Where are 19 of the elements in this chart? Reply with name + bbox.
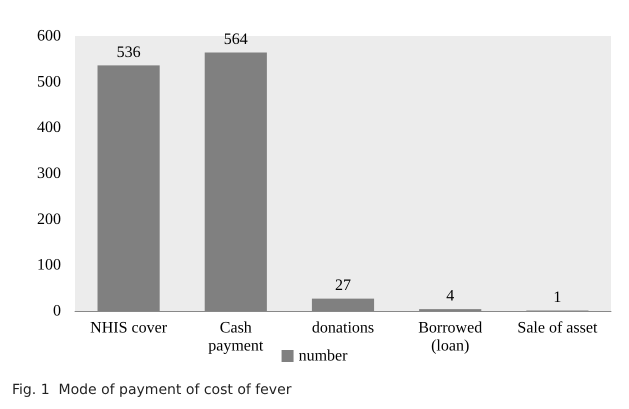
legend-label: number [298,348,348,364]
y-tick-label: 100 [37,256,61,274]
y-tick-label: 300 [37,165,61,182]
y-tick-label: 400 [37,119,61,136]
y-tick-label: 500 [37,73,61,90]
data-label: 536 [116,44,141,61]
y-tick-label: 0 [53,302,61,320]
x-tick-label: donations [312,320,374,336]
x-tick-label: NHIS cover [90,320,168,336]
x-tick-label: Sale of asset [517,320,598,336]
data-label: 1 [553,289,562,306]
data-label: 27 [335,277,351,294]
caption: Fig. 1 Mode of payment of cost of fever [12,382,292,398]
x-tick-label: Borrowed (loan) [418,320,482,354]
data-label: 564 [224,31,248,48]
x-tick-label: Cash payment [208,320,264,354]
y-tick-label: 600 [37,28,61,44]
y-tick-label: 200 [37,210,61,228]
data-label: 4 [446,288,454,305]
